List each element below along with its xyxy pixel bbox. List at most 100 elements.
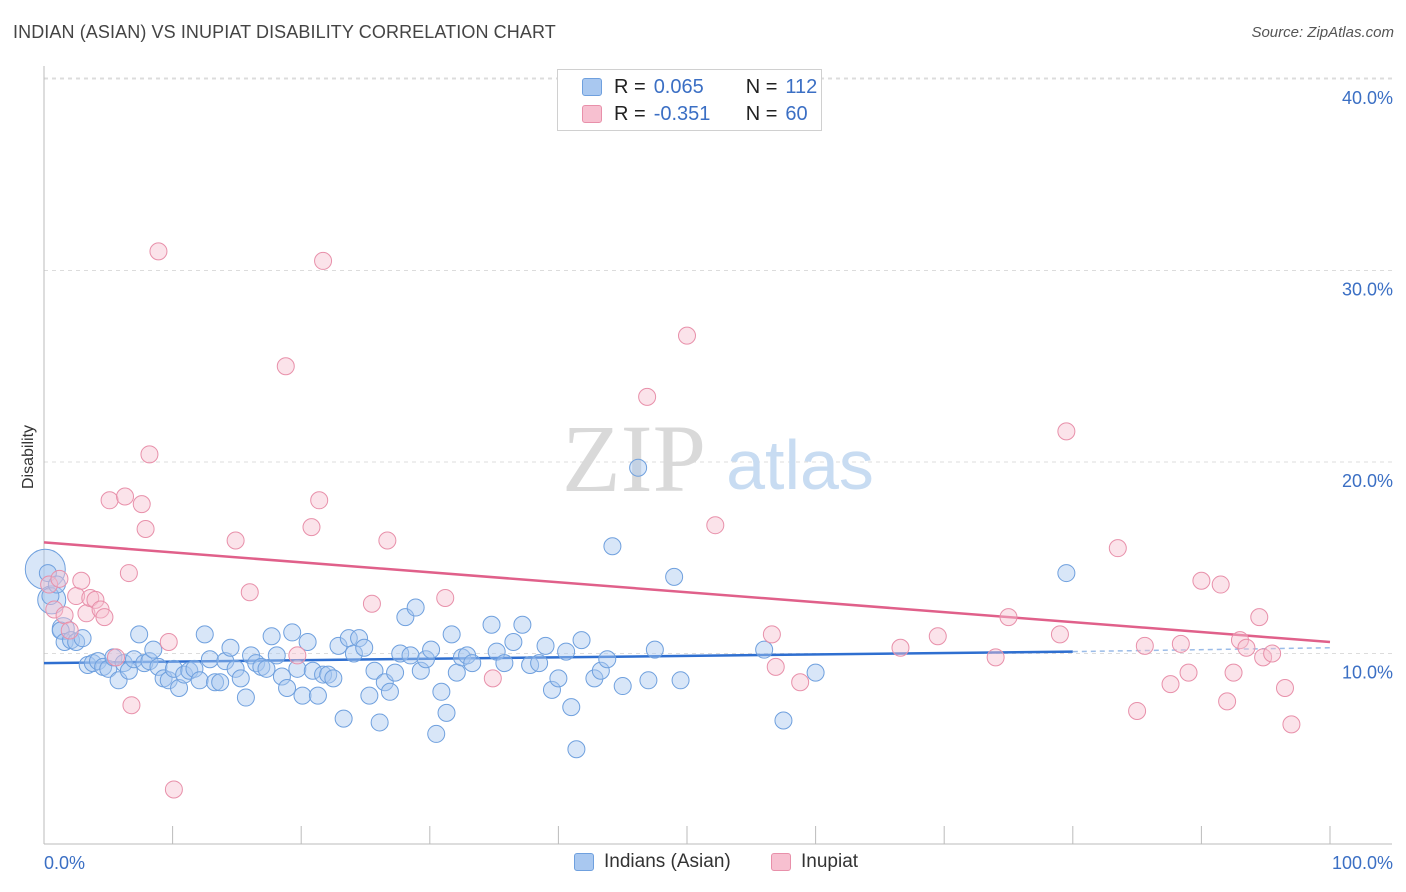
point-indians bbox=[170, 678, 189, 697]
point-indians bbox=[216, 652, 235, 671]
point-indians bbox=[288, 659, 307, 678]
axes bbox=[43, 66, 1392, 845]
point-indians bbox=[355, 638, 374, 657]
legend-n-value: 112 bbox=[785, 75, 818, 98]
point-inupiat bbox=[678, 326, 696, 345]
point-inupiat bbox=[928, 627, 947, 646]
legend-row-indians: R = 0.065 N = 112 bbox=[582, 74, 817, 100]
y-tick-label: 20.0% bbox=[1342, 471, 1393, 491]
point-inupiat bbox=[762, 625, 781, 644]
point-indians bbox=[365, 661, 384, 680]
point-indians bbox=[324, 669, 343, 688]
chart-source: Source: ZipAtlas.com bbox=[1251, 24, 1394, 41]
point-indians bbox=[411, 661, 430, 680]
point-inupiat bbox=[378, 531, 397, 550]
point-indians bbox=[562, 698, 581, 717]
point-indians bbox=[293, 686, 312, 705]
point-indians bbox=[521, 655, 540, 674]
point-indians bbox=[41, 587, 60, 606]
legend-r-label: R = bbox=[614, 75, 646, 98]
point-indians bbox=[140, 652, 159, 671]
point-inupiat bbox=[1161, 675, 1180, 694]
point-indians bbox=[190, 671, 209, 690]
point-indians bbox=[639, 671, 658, 690]
point-indians bbox=[495, 654, 514, 673]
point-indians bbox=[416, 650, 435, 669]
point-inupiat bbox=[791, 673, 810, 692]
point-inupiat bbox=[766, 657, 785, 676]
trend-line-indians-extension bbox=[1072, 647, 1331, 653]
point-indians bbox=[463, 654, 482, 673]
point-inupiat bbox=[100, 491, 119, 510]
point-indians bbox=[125, 650, 144, 669]
chart-title: INDIAN (ASIAN) VS INUPIAT DISABILITY COR… bbox=[13, 22, 556, 42]
point-inupiat bbox=[1282, 715, 1301, 734]
legend-r-value: 0.065 bbox=[653, 75, 704, 98]
point-indians bbox=[1057, 564, 1076, 583]
point-indians bbox=[422, 640, 441, 659]
point-inupiat bbox=[314, 251, 333, 270]
grid-lines bbox=[44, 77, 1392, 654]
trend-line-inupiat bbox=[43, 541, 1331, 644]
point-indians bbox=[585, 669, 604, 688]
point-indians bbox=[200, 650, 219, 669]
legend-r-value: -0.351 bbox=[653, 102, 711, 125]
bottom-legend-swatch-inupiat bbox=[771, 853, 791, 871]
point-indians bbox=[303, 661, 322, 680]
point-indians bbox=[308, 686, 327, 705]
point-inupiat bbox=[302, 518, 321, 537]
point-inupiat bbox=[116, 487, 135, 506]
trend-line-indians bbox=[43, 650, 1073, 665]
point-inupiat bbox=[95, 608, 114, 627]
point-inupiat bbox=[1218, 692, 1237, 711]
point-inupiat bbox=[136, 520, 155, 539]
legend-n-label: N = bbox=[745, 102, 778, 125]
point-indians bbox=[283, 623, 302, 642]
point-inupiat bbox=[706, 516, 725, 535]
point-indians bbox=[119, 661, 138, 680]
point-indians bbox=[665, 567, 684, 586]
point-indians bbox=[89, 652, 108, 671]
point-indians bbox=[437, 703, 456, 722]
point-inupiat bbox=[226, 531, 245, 550]
point-indians bbox=[314, 665, 333, 684]
legend-n-label: N = bbox=[745, 75, 778, 98]
point-indians bbox=[401, 646, 420, 665]
point-indians bbox=[645, 640, 664, 659]
point-inupiat bbox=[436, 588, 455, 607]
x-tick-label: 100.0% bbox=[1332, 853, 1393, 873]
point-indians bbox=[557, 642, 576, 661]
point-inupiat bbox=[55, 606, 74, 625]
point-inupiat bbox=[1192, 571, 1211, 590]
point-inupiat bbox=[72, 571, 91, 590]
point-inupiat bbox=[1224, 663, 1243, 682]
point-indians bbox=[482, 615, 501, 634]
point-inupiat bbox=[1250, 608, 1269, 627]
point-inupiat bbox=[1108, 539, 1127, 558]
point-indians bbox=[427, 724, 446, 743]
tick-labels: 10.0% 20.0% 30.0% 40.0% 0.0% 100.0% bbox=[44, 88, 1393, 873]
correlation-legend: R = 0.065 N = 112 R = -0.351 N = 60 bbox=[557, 69, 822, 131]
point-indians bbox=[536, 636, 555, 655]
point-inupiat bbox=[240, 583, 259, 602]
point-indians bbox=[221, 638, 240, 657]
point-inupiat bbox=[1128, 701, 1147, 720]
point-indians bbox=[206, 673, 225, 692]
legend-r-label: R = bbox=[614, 102, 646, 125]
point-indians bbox=[350, 629, 369, 648]
point-inupiat bbox=[1230, 631, 1249, 650]
point-indians bbox=[185, 659, 204, 678]
point-indians bbox=[530, 654, 549, 673]
y-tick-label: 30.0% bbox=[1342, 280, 1393, 300]
point-inupiat bbox=[119, 564, 138, 583]
point-inupiat bbox=[1237, 638, 1256, 657]
point-indians bbox=[755, 640, 774, 659]
y-tick-label: 10.0% bbox=[1342, 663, 1393, 683]
point-indians bbox=[380, 682, 399, 701]
point-inupiat bbox=[159, 633, 178, 652]
x-tick-label: 0.0% bbox=[44, 853, 85, 873]
point-inupiat bbox=[638, 387, 657, 406]
point-inupiat bbox=[86, 590, 105, 609]
point-indians bbox=[298, 633, 317, 652]
